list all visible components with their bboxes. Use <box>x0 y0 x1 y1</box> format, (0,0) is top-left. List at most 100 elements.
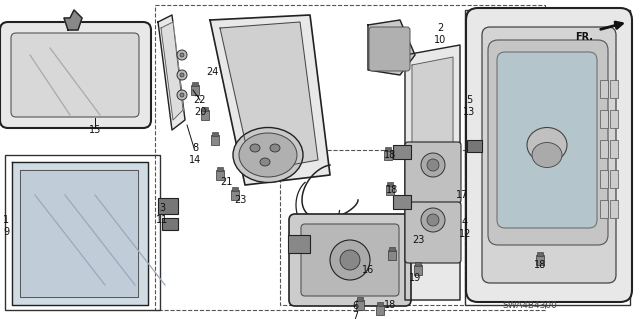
Bar <box>376 305 384 315</box>
Ellipse shape <box>233 128 303 182</box>
Bar <box>536 255 544 265</box>
Bar <box>415 262 421 266</box>
Bar <box>288 235 310 253</box>
Bar <box>192 82 198 86</box>
Text: 24: 24 <box>206 67 218 77</box>
FancyBboxPatch shape <box>405 202 461 263</box>
Bar <box>212 132 218 136</box>
Polygon shape <box>210 15 330 185</box>
Bar <box>211 135 219 145</box>
Polygon shape <box>20 170 138 297</box>
Circle shape <box>180 73 184 77</box>
Bar <box>155 5 545 310</box>
Circle shape <box>330 240 370 280</box>
Bar <box>158 198 178 214</box>
Bar <box>232 187 238 191</box>
FancyBboxPatch shape <box>0 22 151 128</box>
FancyBboxPatch shape <box>497 52 597 228</box>
Circle shape <box>340 250 360 270</box>
Polygon shape <box>12 162 148 305</box>
Text: 4: 4 <box>462 217 468 227</box>
Bar <box>5 155 160 310</box>
Bar <box>388 250 396 260</box>
Bar <box>384 150 392 160</box>
Bar <box>414 265 422 275</box>
Text: 16: 16 <box>362 265 374 275</box>
Bar <box>162 218 178 230</box>
Circle shape <box>177 90 187 100</box>
Text: 6: 6 <box>352 301 358 311</box>
FancyBboxPatch shape <box>289 214 411 306</box>
Text: SWA4B4300: SWA4B4300 <box>502 301 557 310</box>
Circle shape <box>180 53 184 57</box>
Bar <box>202 107 208 111</box>
Bar <box>610 140 618 158</box>
Bar <box>610 80 618 98</box>
Bar <box>393 195 411 209</box>
Circle shape <box>421 208 445 232</box>
Text: FR.: FR. <box>575 32 593 42</box>
Bar <box>600 140 608 158</box>
Polygon shape <box>368 20 415 75</box>
Polygon shape <box>158 15 185 130</box>
FancyBboxPatch shape <box>369 27 410 71</box>
Text: 15: 15 <box>89 125 101 135</box>
Text: 11: 11 <box>156 215 168 225</box>
Text: 9: 9 <box>3 227 9 237</box>
Circle shape <box>427 159 439 171</box>
Ellipse shape <box>260 158 270 166</box>
Bar <box>357 297 363 301</box>
FancyBboxPatch shape <box>11 33 139 117</box>
FancyBboxPatch shape <box>466 8 632 302</box>
Bar <box>465 10 630 305</box>
Text: 14: 14 <box>189 155 201 165</box>
Text: 23: 23 <box>412 235 424 245</box>
Bar <box>610 110 618 128</box>
Text: 3: 3 <box>159 203 165 213</box>
Bar <box>600 80 608 98</box>
Bar <box>600 110 608 128</box>
Text: 1: 1 <box>3 215 9 225</box>
Bar <box>217 167 223 171</box>
Bar <box>191 85 199 95</box>
Bar <box>537 252 543 256</box>
Bar <box>389 247 395 251</box>
Text: 19: 19 <box>409 273 421 283</box>
Text: 18: 18 <box>534 260 546 270</box>
Text: 13: 13 <box>463 107 475 117</box>
Bar <box>386 185 394 195</box>
Bar <box>610 170 618 188</box>
Text: 18: 18 <box>384 300 396 310</box>
Text: 17: 17 <box>456 190 468 200</box>
Text: 21: 21 <box>220 177 232 187</box>
Text: 20: 20 <box>194 107 206 117</box>
FancyBboxPatch shape <box>488 40 608 245</box>
Bar <box>216 170 224 180</box>
Bar <box>393 145 411 159</box>
FancyBboxPatch shape <box>482 27 616 283</box>
Polygon shape <box>412 57 453 230</box>
Bar <box>231 190 239 200</box>
Text: 12: 12 <box>459 229 471 239</box>
Circle shape <box>427 214 439 226</box>
Circle shape <box>177 70 187 80</box>
Bar <box>201 110 209 120</box>
Text: 18: 18 <box>386 185 398 195</box>
Text: 22: 22 <box>194 95 206 105</box>
Bar <box>467 140 482 152</box>
Bar <box>387 182 393 186</box>
Ellipse shape <box>239 133 297 177</box>
Text: 5: 5 <box>466 95 472 105</box>
Circle shape <box>421 153 445 177</box>
Circle shape <box>177 50 187 60</box>
FancyBboxPatch shape <box>405 142 461 203</box>
Bar <box>600 200 608 218</box>
Bar <box>600 170 608 188</box>
Bar <box>377 302 383 306</box>
Ellipse shape <box>270 144 280 152</box>
Text: 7: 7 <box>352 311 358 319</box>
Bar <box>385 147 391 151</box>
FancyBboxPatch shape <box>301 224 399 296</box>
Polygon shape <box>220 22 318 172</box>
Polygon shape <box>405 45 460 300</box>
